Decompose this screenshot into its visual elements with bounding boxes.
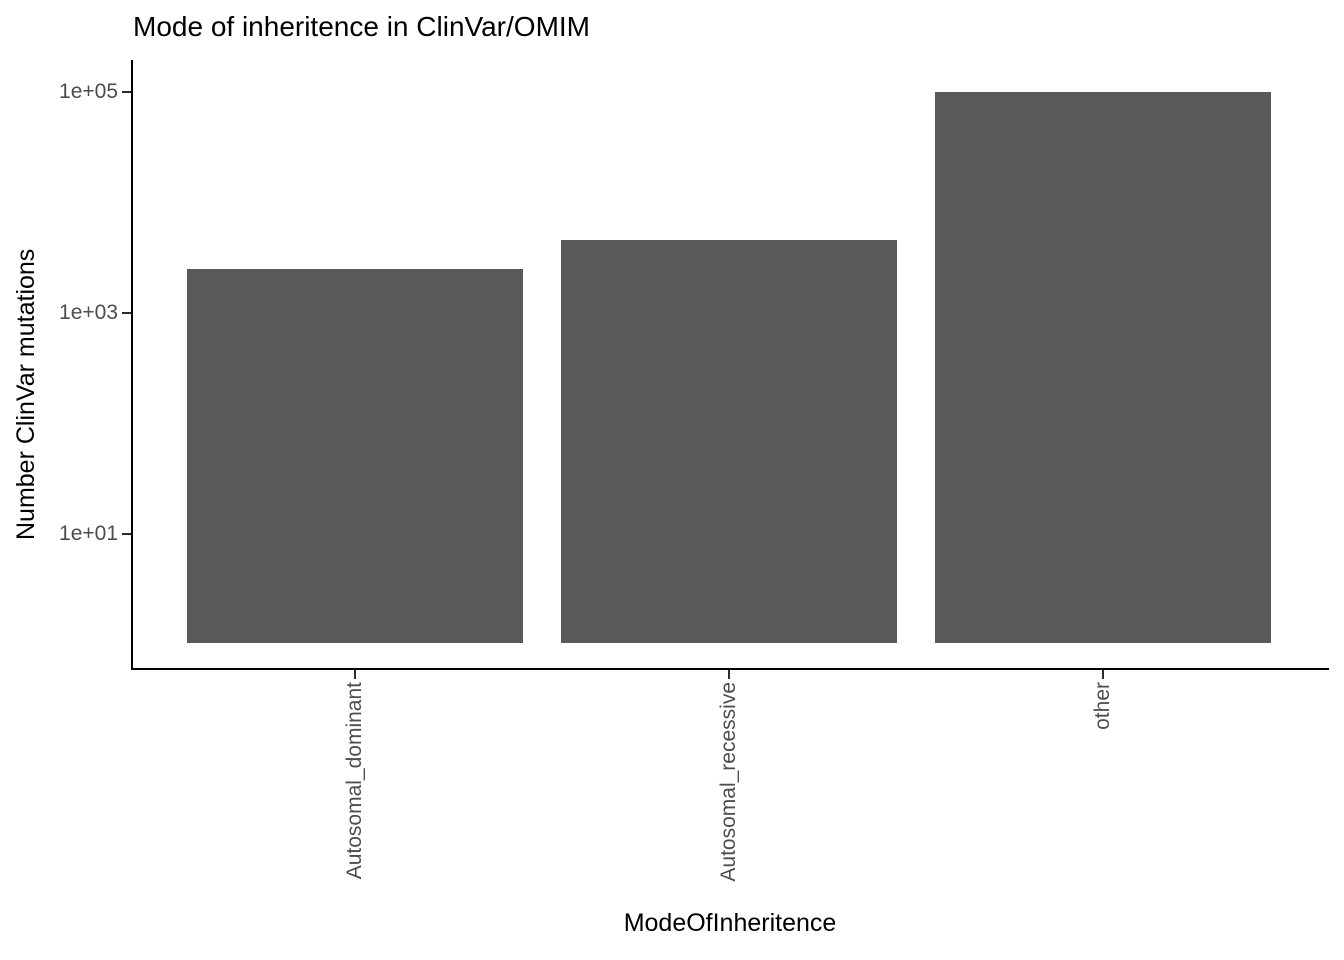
x-tick-mark [1102, 670, 1104, 679]
y-tick-mark [122, 533, 131, 535]
x-axis-title: ModeOfInheritence [623, 909, 837, 937]
x-tick-mark [728, 670, 730, 679]
chart-title: Mode of inheritence in ClinVar/OMIM [133, 11, 590, 42]
y-axis-title: Number ClinVar mutations [12, 248, 40, 540]
bar-autosomal_recessive [561, 239, 897, 643]
y-tick-label: 1e+01 [59, 522, 118, 545]
plot-panel [131, 60, 1329, 670]
bar-other [935, 92, 1271, 643]
x-tick-mark [354, 670, 356, 679]
x-tick-label: Autosomal_recessive [717, 682, 740, 882]
x-tick-label: other [1091, 682, 1114, 730]
y-tick-mark [122, 312, 131, 314]
x-tick-label: Autosomal_dominant [343, 682, 366, 880]
bar-autosomal_dominant [187, 269, 523, 643]
y-tick-label: 1e+05 [59, 80, 118, 103]
y-tick-label: 1e+03 [59, 301, 118, 324]
y-tick-mark [122, 91, 131, 93]
